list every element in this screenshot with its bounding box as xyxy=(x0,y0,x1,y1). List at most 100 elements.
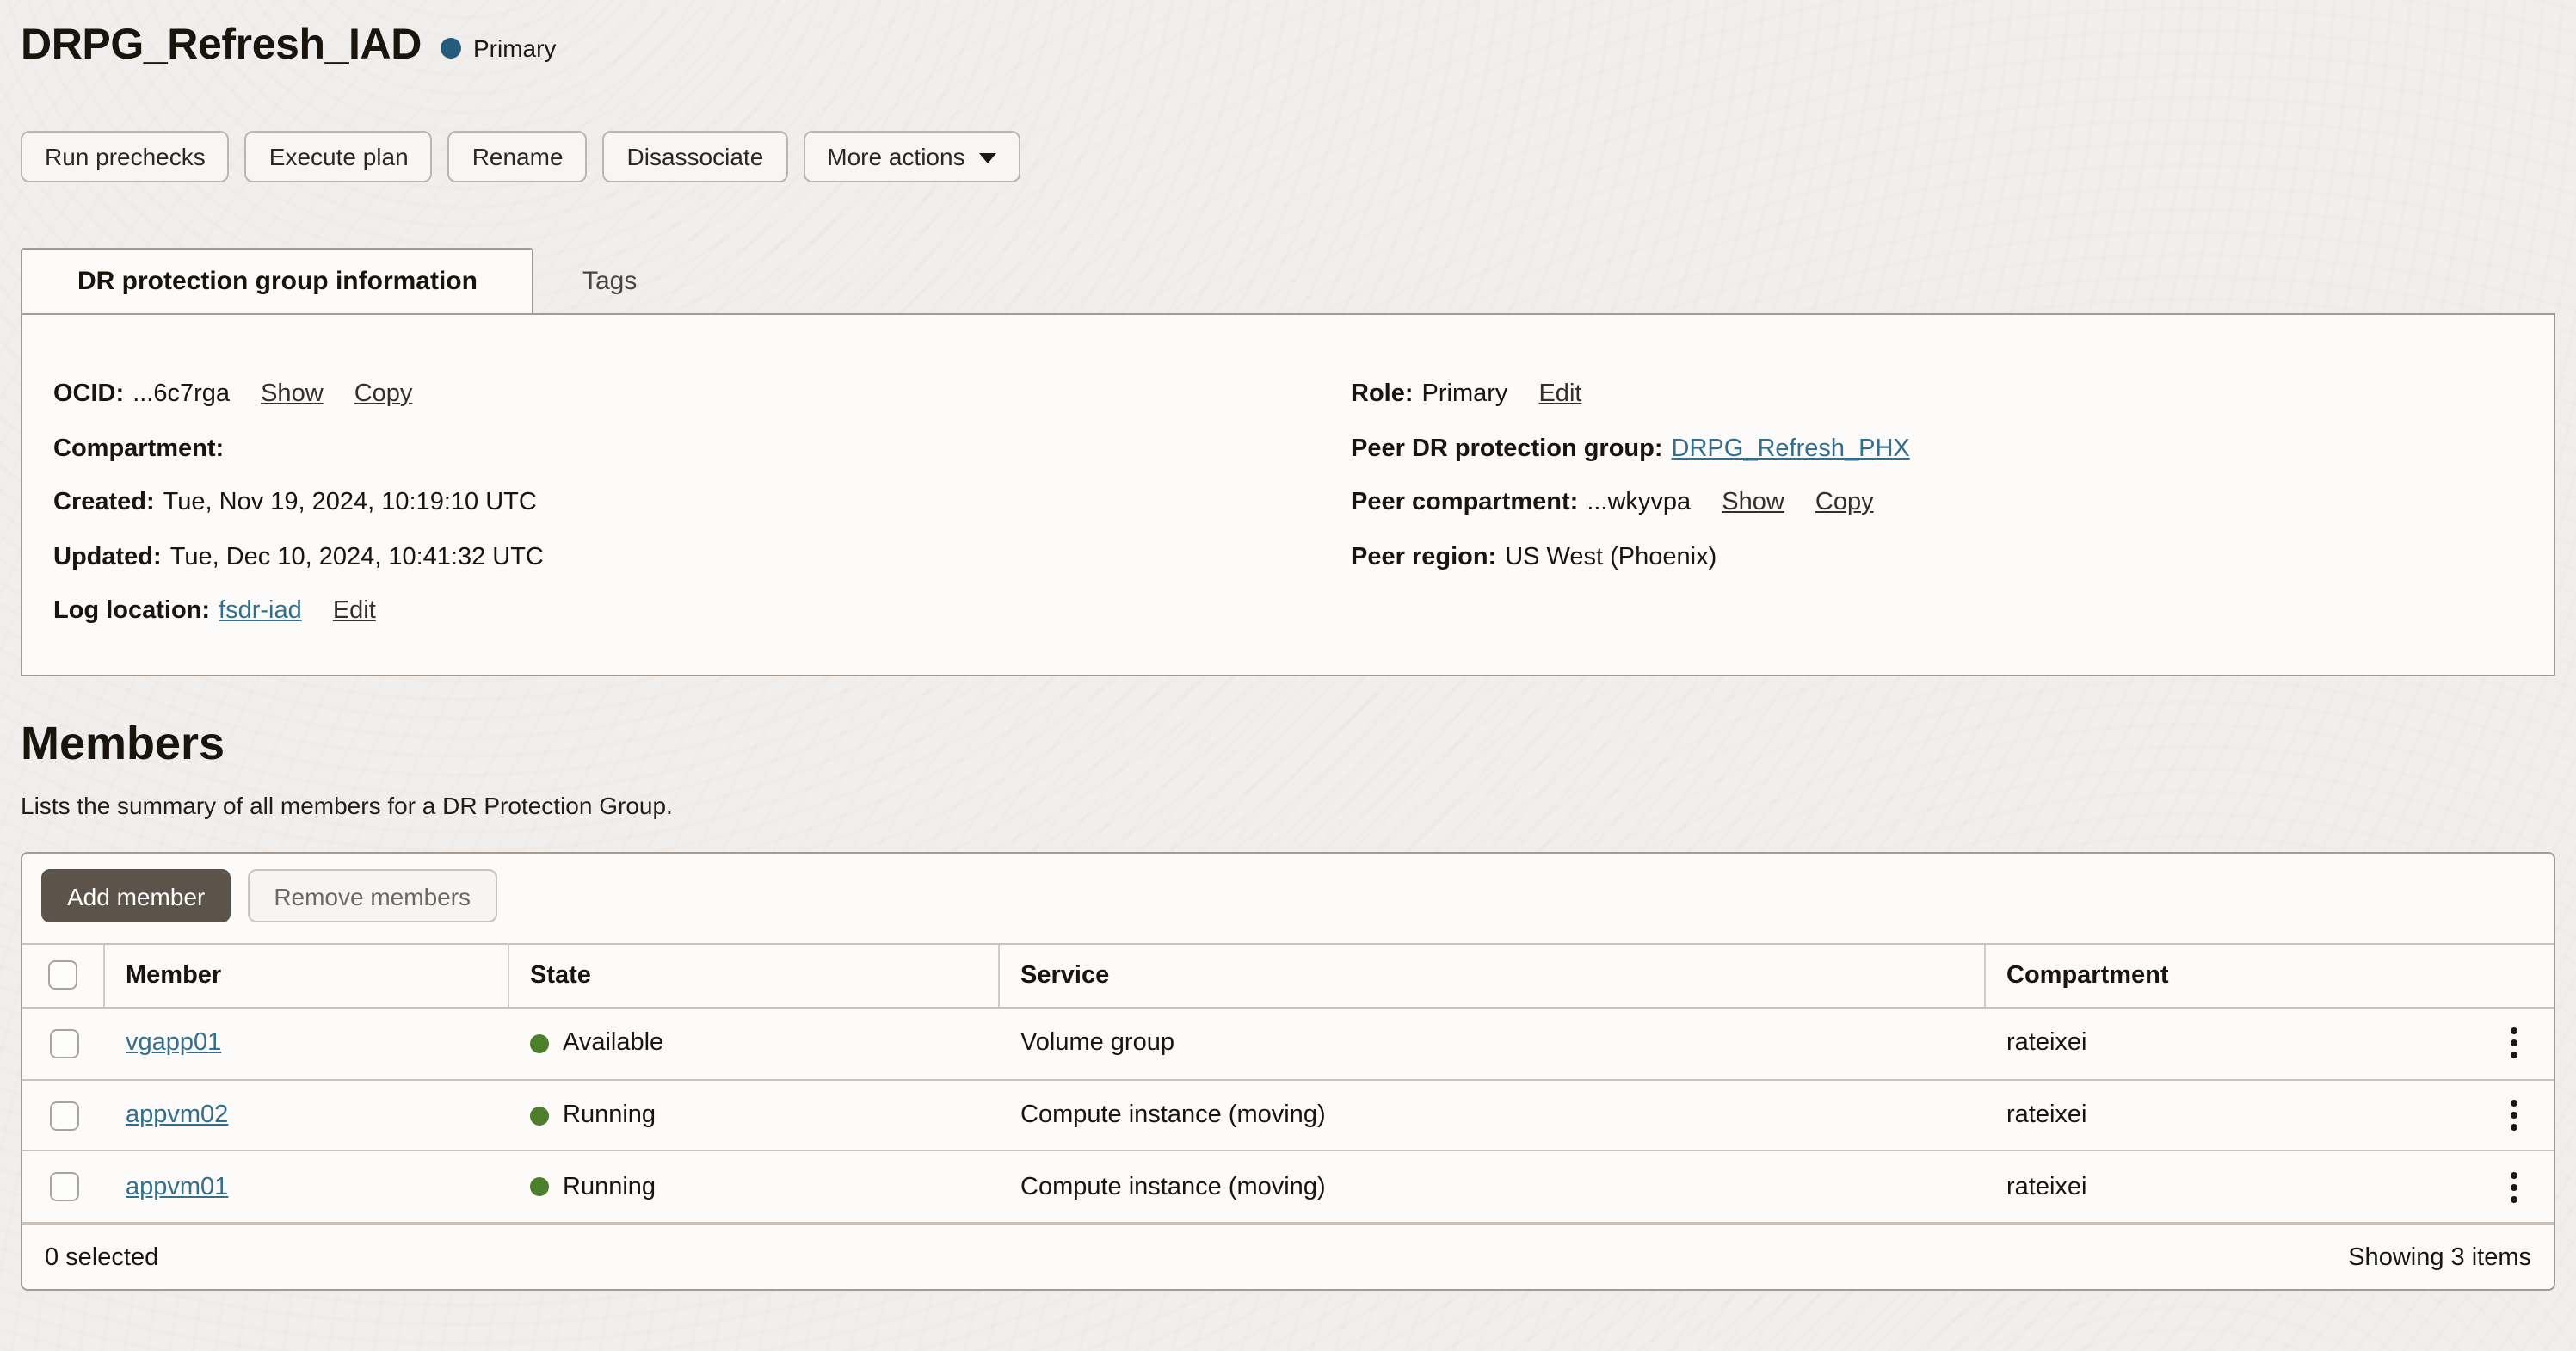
info-column-right: Role: Primary Edit Peer DR protection gro… xyxy=(1351,379,2523,650)
primary-status-dot-icon xyxy=(440,38,461,59)
page-title: DRPG_Refresh_IAD xyxy=(21,21,422,69)
role-edit-link[interactable]: Edit xyxy=(1538,380,1582,408)
compartment-value: rateixei xyxy=(2006,1173,2087,1201)
row-checkbox[interactable] xyxy=(49,1101,78,1130)
tab-dr-protection-group-information[interactable]: DR protection group information xyxy=(21,248,534,313)
ocid-value: ...6c7rga xyxy=(132,380,231,408)
compartment-cell: rateixei xyxy=(1986,1021,2554,1065)
status-dot-icon xyxy=(530,1177,549,1197)
more-actions-label: More actions xyxy=(827,143,965,170)
peer-group-label: Peer DR protection group: xyxy=(1351,435,1663,462)
row-actions-kebab-icon[interactable] xyxy=(2492,1021,2536,1065)
member-link[interactable]: vgapp01 xyxy=(126,1029,222,1058)
select-all-checkbox[interactable] xyxy=(48,960,77,990)
log-location-label: Log location: xyxy=(53,597,211,625)
members-toolbar: Add member Remove members xyxy=(22,854,2554,943)
row-checkbox-cell xyxy=(22,1028,105,1058)
table-footer: 0 selected Showing 3 items xyxy=(22,1224,2554,1289)
row-checkbox[interactable] xyxy=(49,1172,78,1202)
run-prechecks-button[interactable]: Run prechecks xyxy=(21,131,230,182)
compartment-cell: rateixei xyxy=(1986,1165,2554,1210)
state-cell: Running xyxy=(509,1101,1000,1129)
peer-region-label: Peer region: xyxy=(1351,543,1497,571)
service-cell: Compute instance (moving) xyxy=(1020,1101,1326,1129)
compartment-value: rateixei xyxy=(2006,1029,2087,1058)
header-checkbox-cell xyxy=(22,945,105,1007)
ocid-row: OCID: ...6c7rga Show Copy xyxy=(53,379,1351,410)
selected-count: 0 selected xyxy=(45,1243,159,1272)
row-actions-kebab-icon[interactable] xyxy=(2492,1165,2536,1210)
state-label: Running xyxy=(563,1173,656,1201)
status-badge-label: Primary xyxy=(472,34,557,62)
member-link[interactable]: appvm02 xyxy=(126,1101,229,1129)
table-row: appvm01 Running Compute instance (moving… xyxy=(22,1152,2554,1225)
peer-group-link[interactable]: DRPG_Refresh_PHX xyxy=(1671,435,1910,462)
chevron-down-icon xyxy=(978,152,996,163)
compartment-row: Compartment: xyxy=(53,433,1351,464)
role-label: Role: xyxy=(1351,380,1414,408)
role-value: Primary xyxy=(1421,380,1508,408)
peer-compartment-show-link[interactable]: Show xyxy=(1722,489,1784,516)
dr-protection-group-information-panel: OCID: ...6c7rga Show Copy Compartment: Cr… xyxy=(21,313,2555,676)
created-label: Created: xyxy=(53,489,155,516)
state-cell: Running xyxy=(509,1174,1000,1201)
members-heading: Members xyxy=(21,718,225,769)
column-header-compartment: Compartment xyxy=(2006,961,2169,990)
updated-label: Updated: xyxy=(53,543,162,571)
log-location-link[interactable]: fsdr-iad xyxy=(219,597,302,625)
peer-compartment-value: ...wkyvpa xyxy=(1587,489,1692,516)
member-cell: vgapp01 xyxy=(105,1029,509,1057)
action-toolbar: Run prechecks Execute plan Rename Disass… xyxy=(21,131,2555,182)
row-checkbox-cell xyxy=(22,1101,105,1130)
status-badge: Primary xyxy=(440,34,557,62)
row-checkbox[interactable] xyxy=(49,1028,78,1058)
info-column-left: OCID: ...6c7rga Show Copy Compartment: Cr… xyxy=(53,379,1351,650)
showing-count: Showing 3 items xyxy=(2348,1243,2531,1272)
peer-compartment-row: Peer compartment: ...wkyvpa Show Copy xyxy=(1351,487,2523,518)
created-value: Tue, Nov 19, 2024, 10:19:10 UTC xyxy=(163,489,537,516)
peer-compartment-label: Peer compartment: xyxy=(1351,489,1579,516)
role-row: Role: Primary Edit xyxy=(1351,379,2523,410)
page-header: DRPG_Refresh_IAD Primary xyxy=(21,0,2555,71)
column-header-state: State xyxy=(509,945,1000,1007)
ocid-copy-link[interactable]: Copy xyxy=(354,380,413,408)
compartment-value: rateixei xyxy=(2006,1101,2087,1129)
ocid-label: OCID: xyxy=(53,380,125,408)
tab-tags[interactable]: Tags xyxy=(582,266,638,295)
status-dot-icon xyxy=(530,1106,549,1125)
ocid-show-link[interactable]: Show xyxy=(261,380,324,408)
log-location-row: Log location: fsdr-iad Edit xyxy=(53,595,1351,626)
execute-plan-button[interactable]: Execute plan xyxy=(244,131,433,182)
service-cell: Compute instance (moving) xyxy=(1020,1173,1326,1201)
disassociate-button[interactable]: Disassociate xyxy=(602,131,788,182)
state-label: Available xyxy=(563,1029,664,1058)
peer-group-row: Peer DR protection group: DRPG_Refresh_PH… xyxy=(1351,433,2523,464)
rename-button[interactable]: Rename xyxy=(447,131,588,182)
add-member-button[interactable]: Add member xyxy=(41,869,231,922)
peer-compartment-copy-link[interactable]: Copy xyxy=(1815,489,1874,516)
remove-members-button[interactable]: Remove members xyxy=(248,869,497,922)
row-actions-kebab-icon[interactable] xyxy=(2492,1093,2536,1138)
state-cell: Available xyxy=(509,1029,1000,1057)
compartment-cell: rateixei xyxy=(1986,1093,2554,1138)
updated-value: Tue, Dec 10, 2024, 10:41:32 UTC xyxy=(169,543,544,571)
log-location-edit-link[interactable]: Edit xyxy=(332,597,376,625)
members-table-header: Member State Service Compartment xyxy=(22,943,2554,1009)
status-dot-icon xyxy=(530,1033,549,1053)
table-row: appvm02 Running Compute instance (moving… xyxy=(22,1080,2554,1152)
member-cell: appvm02 xyxy=(105,1101,509,1129)
tab-bar: DR protection group information Tags xyxy=(21,248,2555,313)
column-header-member: Member xyxy=(105,945,509,1007)
peer-region-row: Peer region: US West (Phoenix) xyxy=(1351,541,2523,572)
updated-row: Updated: Tue, Dec 10, 2024, 10:41:32 UTC xyxy=(53,541,1351,572)
more-actions-button[interactable]: More actions xyxy=(803,131,1020,182)
created-row: Created: Tue, Nov 19, 2024, 10:19:10 UTC xyxy=(53,487,1351,518)
member-link[interactable]: appvm01 xyxy=(126,1173,229,1201)
service-cell: Volume group xyxy=(1020,1029,1174,1058)
member-cell: appvm01 xyxy=(105,1174,509,1201)
members-description: Lists the summary of all members for a D… xyxy=(21,792,673,819)
column-header-service: Service xyxy=(1000,945,1986,1007)
state-label: Running xyxy=(563,1101,656,1129)
peer-region-value: US West (Phoenix) xyxy=(1505,543,1717,571)
